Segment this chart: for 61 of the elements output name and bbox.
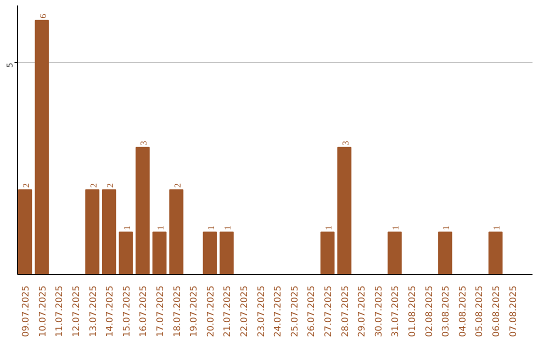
x-tick-label: 06.08.2025 xyxy=(492,286,502,338)
x-tick-label: 17.07.2025 xyxy=(156,286,166,338)
x-tick-label: 22.07.2025 xyxy=(240,286,250,338)
x-tick-label: 10.07.2025 xyxy=(38,286,48,338)
x-tick-label: 04.08.2025 xyxy=(458,286,468,338)
data-label: 1 xyxy=(122,226,132,230)
x-tick-label: 21.07.2025 xyxy=(223,286,234,338)
x-tick-label: 13.07.2025 xyxy=(88,286,99,338)
data-label: 1 xyxy=(390,226,401,230)
bar xyxy=(152,232,167,274)
x-tick-label: 20.07.2025 xyxy=(206,286,216,338)
data-label: 2 xyxy=(105,183,116,188)
x-tick-label: 01.08.2025 xyxy=(408,286,418,338)
x-tick-label: 03.08.2025 xyxy=(442,286,452,338)
bar xyxy=(18,189,32,274)
x-tick-label: 12.07.2025 xyxy=(72,286,82,338)
x-tick-label: 09.07.2025 xyxy=(22,286,32,338)
bar xyxy=(388,232,402,274)
data-label: 1 xyxy=(324,226,334,230)
x-tick-label: 19.07.2025 xyxy=(190,286,200,338)
y-tick-label: 5 xyxy=(6,62,14,68)
data-label: 1 xyxy=(206,226,216,230)
x-tick-label: 11.07.2025 xyxy=(55,286,66,338)
bar xyxy=(337,146,352,274)
x-tick-label: 05.08.2025 xyxy=(475,286,486,338)
x-tick-label: 18.07.2025 xyxy=(172,286,183,338)
x-tick-label: 27.07.2025 xyxy=(324,286,334,338)
x-tick-label: 26.07.2025 xyxy=(307,286,318,338)
bar xyxy=(202,232,217,274)
bar xyxy=(85,189,100,274)
x-tick-label: 02.08.2025 xyxy=(424,286,435,338)
bar xyxy=(136,146,150,274)
bar xyxy=(438,232,452,274)
data-label: 1 xyxy=(222,226,233,230)
bar xyxy=(220,232,234,274)
bar xyxy=(34,20,49,274)
data-label: 3 xyxy=(340,140,350,146)
x-tick-label: 15.07.2025 xyxy=(122,286,132,338)
x-tick-label: 28.07.2025 xyxy=(340,286,351,338)
bar xyxy=(102,189,116,274)
data-label: 3 xyxy=(138,140,149,146)
x-tick-label: 29.07.2025 xyxy=(358,286,368,338)
data-label: 6 xyxy=(38,13,48,18)
data-label: 1 xyxy=(155,226,166,230)
x-tick-label: 14.07.2025 xyxy=(106,286,116,338)
data-label: 1 xyxy=(441,226,452,230)
data-label: 2 xyxy=(88,183,98,188)
data-label: 1 xyxy=(492,226,502,230)
data-label: 2 xyxy=(172,183,182,188)
data-label: 2 xyxy=(21,183,32,188)
x-tick-label: 24.07.2025 xyxy=(274,286,284,338)
bar xyxy=(118,232,133,274)
x-tick-label: 25.07.2025 xyxy=(290,286,300,338)
x-tick-label: 23.07.2025 xyxy=(256,286,267,338)
x-tick-label: 30.07.2025 xyxy=(374,286,384,338)
bar xyxy=(320,232,335,274)
x-tick-label: 07.08.2025 xyxy=(508,286,519,338)
x-tick-label: 31.07.2025 xyxy=(391,286,402,338)
bar xyxy=(488,232,503,274)
bar xyxy=(169,189,184,274)
x-tick-label: 16.07.2025 xyxy=(139,286,150,338)
